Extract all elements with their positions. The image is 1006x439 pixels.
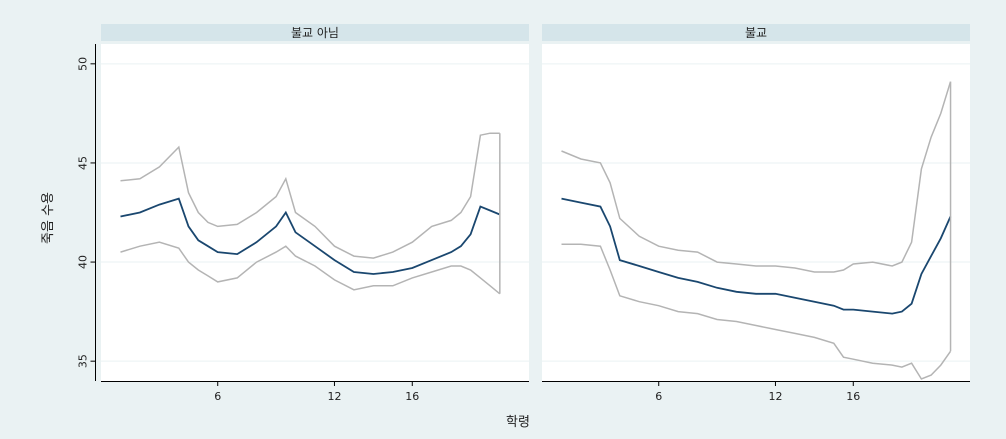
x-axis: 6 12 16 (101, 381, 529, 403)
panel-header-bg (101, 24, 529, 41)
ci-upper-line (561, 81, 952, 273)
fitted-line (120, 197, 501, 275)
x-tick-label: 16 (846, 390, 860, 403)
ci-lower-line (120, 241, 501, 295)
gridlines (542, 63, 970, 362)
ci-upper-line (120, 132, 500, 259)
x-tick-label: 12 (768, 390, 782, 403)
y-axis-title: 죽음 수용 (41, 192, 56, 244)
plot-area (542, 44, 970, 381)
gridlines (101, 63, 529, 362)
plot-area (101, 44, 529, 381)
panel-not-buddhist: 불교 아님 6 12 16 (101, 24, 529, 403)
x-tick-label: 6 (655, 390, 662, 403)
ci-lower-line (561, 243, 952, 380)
panel-title: 불교 아님 (291, 26, 339, 40)
y-axis: 35 40 45 50 (77, 44, 96, 381)
x-axis: 6 12 16 (542, 381, 970, 403)
panel-buddhist: 불교 6 12 16 (542, 24, 970, 403)
y-tick-label: 45 (77, 156, 90, 170)
y-tick-label: 50 (77, 57, 90, 71)
fitted-line (561, 197, 952, 315)
x-tick-label: 6 (214, 390, 221, 403)
series-group (120, 132, 501, 295)
y-tick-label: 40 (77, 255, 90, 269)
x-axis-title: 학령 (506, 415, 530, 430)
panel-header-bg (542, 24, 970, 41)
x-tick-label: 12 (327, 390, 341, 403)
y-tick-label: 35 (77, 354, 90, 368)
x-tick-label: 16 (405, 390, 419, 403)
series-group (561, 81, 952, 380)
panel-title: 불교 (745, 26, 767, 40)
